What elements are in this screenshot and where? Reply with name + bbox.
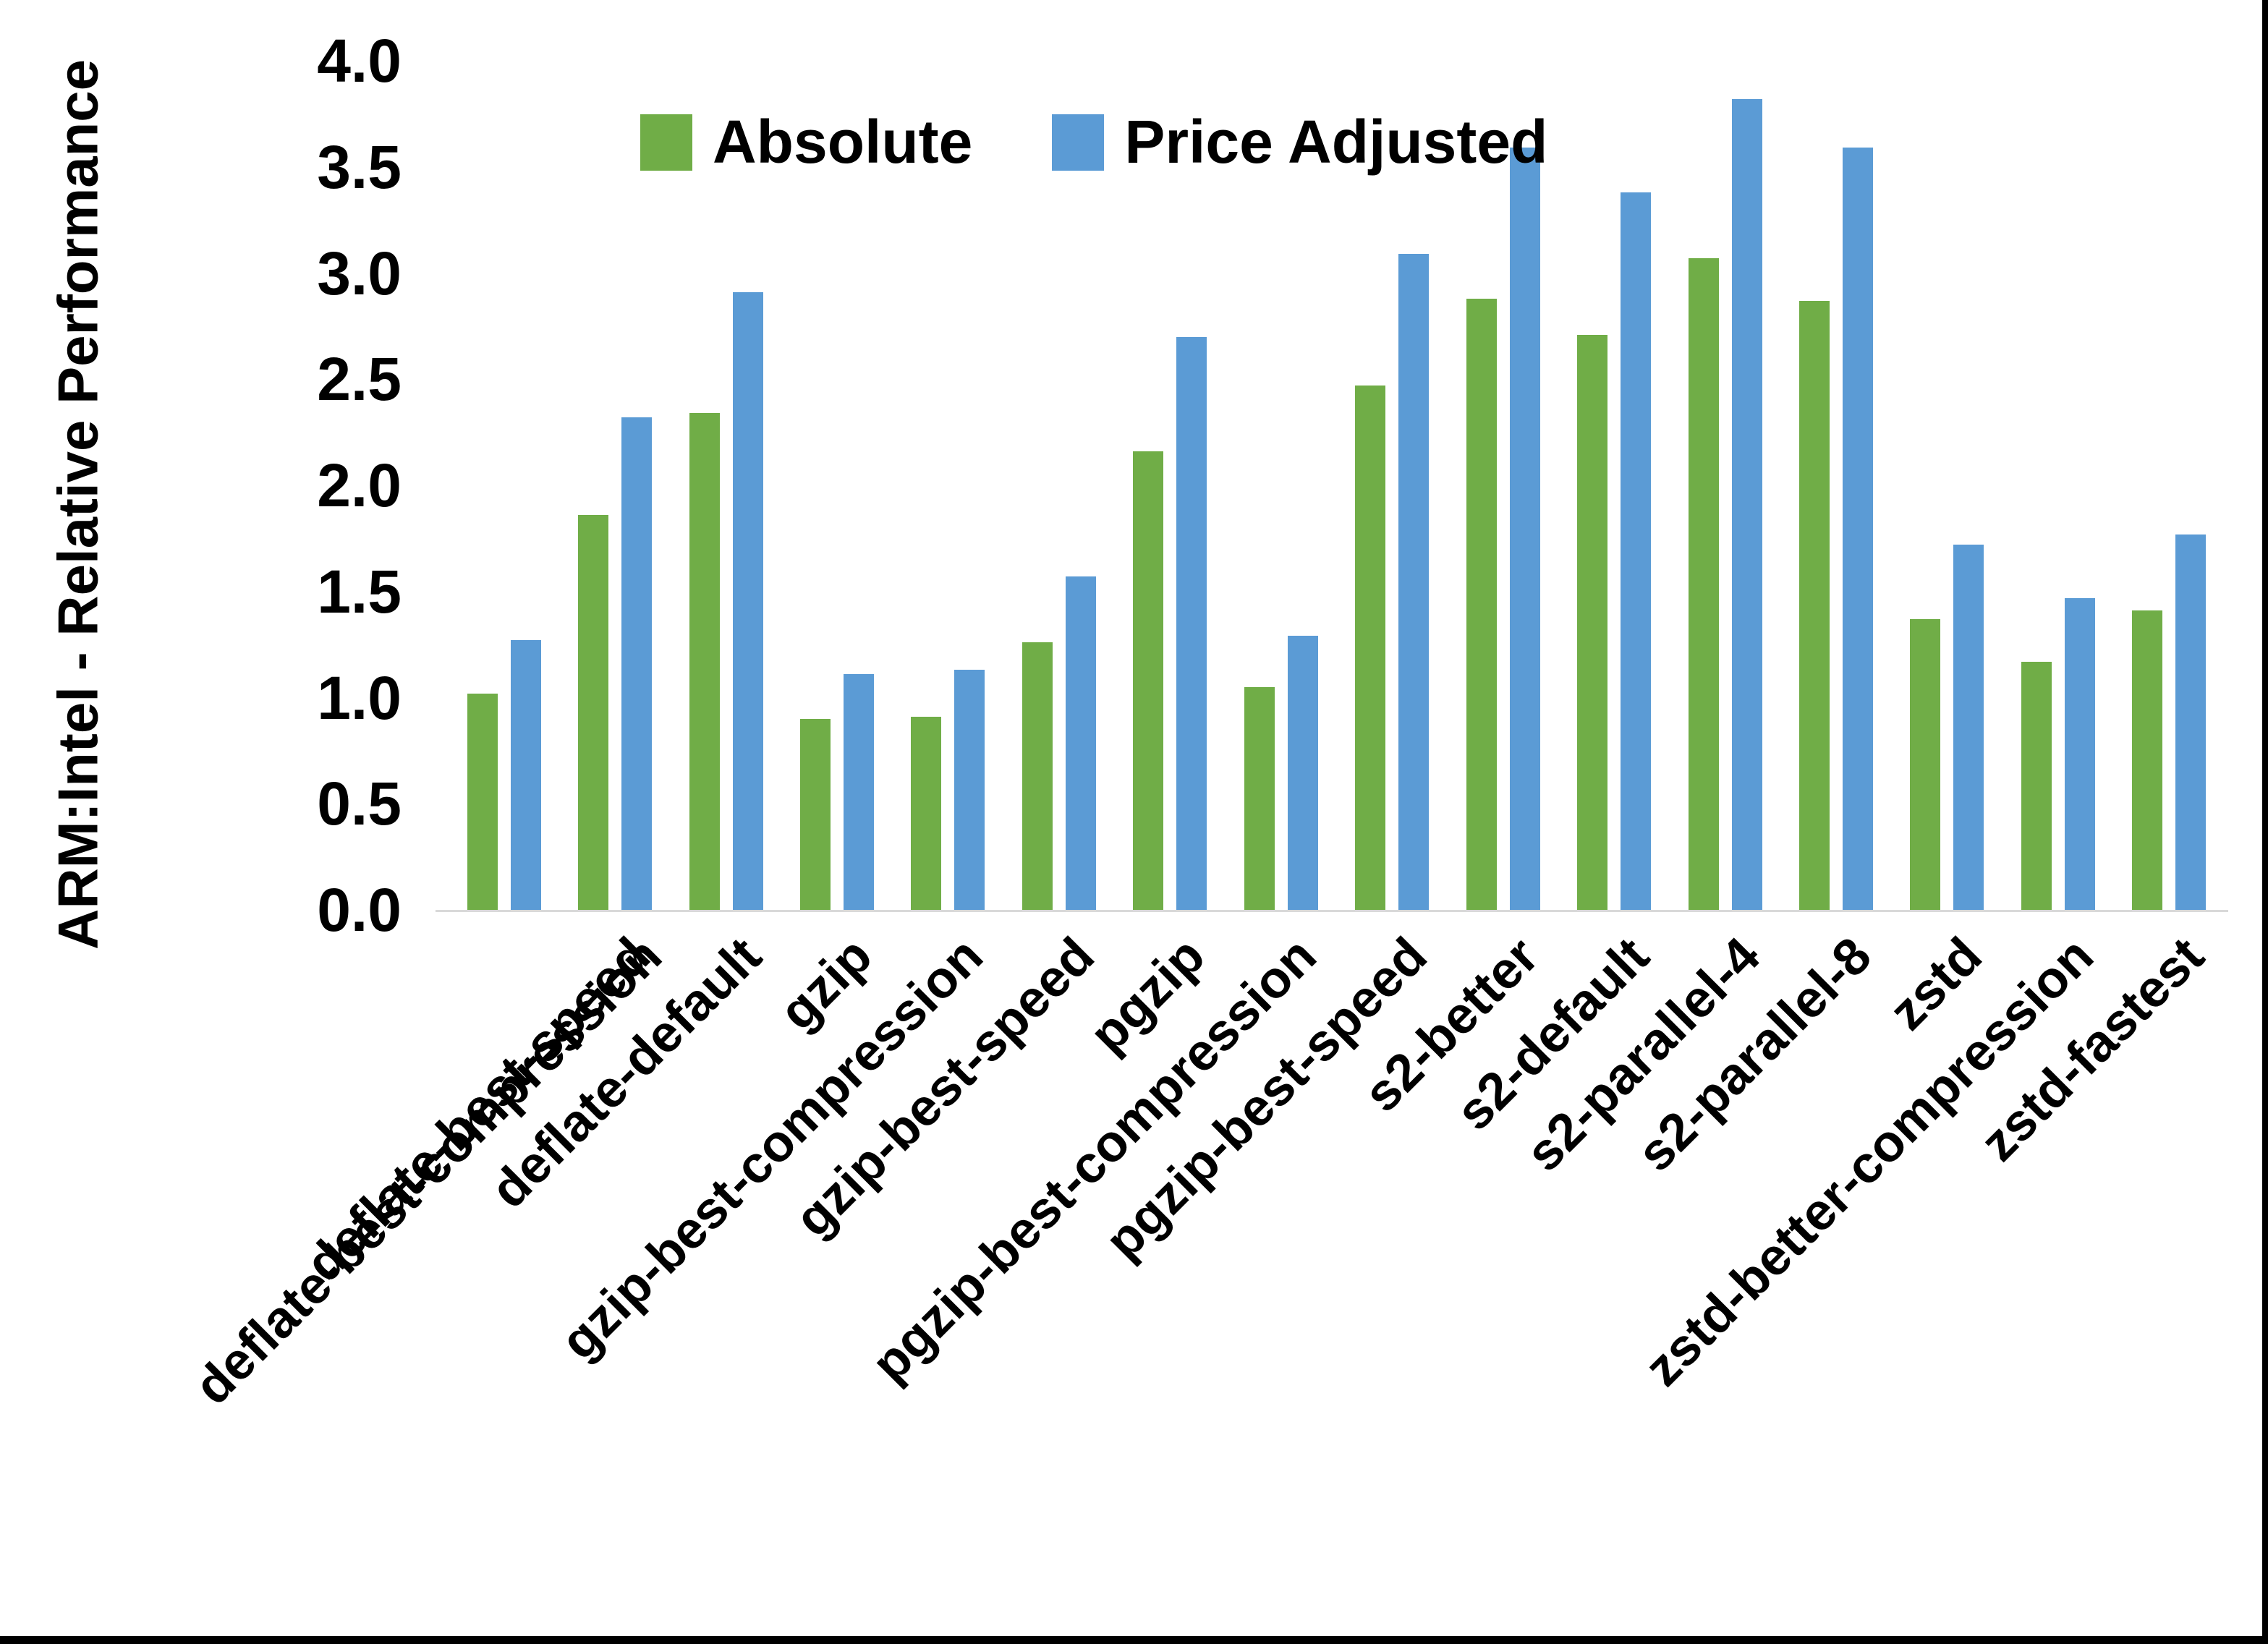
- y-tick-label: 2.0: [317, 451, 402, 519]
- bar-absolute: [1577, 334, 1608, 910]
- bar-price-adjusted: [1509, 148, 1540, 910]
- bar-price-adjusted: [844, 674, 875, 910]
- bar-absolute: [1466, 298, 1497, 910]
- bar-absolute: [2021, 661, 2052, 910]
- bar-price-adjusted: [2064, 597, 2095, 910]
- y-tick-label: 2.5: [317, 345, 402, 414]
- y-tick-label: 3.0: [317, 239, 402, 307]
- bar-absolute: [1355, 386, 1386, 910]
- bar-absolute: [1244, 686, 1275, 910]
- legend-label-absolute: Absolute: [713, 108, 973, 176]
- y-tick-label: 3.5: [317, 132, 402, 201]
- bar-price-adjusted: [1842, 148, 1873, 910]
- bar-price-adjusted: [621, 417, 653, 910]
- bar-price-adjusted: [510, 640, 541, 910]
- bar-absolute: [1688, 257, 1719, 910]
- bar-absolute: [2132, 610, 2163, 910]
- bar-absolute: [578, 515, 609, 910]
- legend: Absolute Price Adjusted: [640, 107, 1547, 177]
- bar-price-adjusted: [1398, 254, 1430, 910]
- y-tick-label: 0.5: [317, 770, 402, 838]
- y-tick-label: 4.0: [317, 27, 402, 95]
- bar-price-adjusted: [1287, 636, 1318, 910]
- bar-price-adjusted: [954, 670, 985, 910]
- legend-swatch-price-adjusted-icon: [1052, 114, 1105, 171]
- legend-swatch-absolute-icon: [640, 114, 692, 171]
- legend-item-price-adjusted: Price Adjusted: [1052, 107, 1547, 177]
- y-tick-label: 1.5: [317, 557, 402, 626]
- bar-price-adjusted: [1065, 576, 1096, 910]
- bar-absolute: [689, 413, 720, 910]
- bar-price-adjusted: [1176, 336, 1207, 910]
- x-tick-label: zstd-fastest: [0, 927, 2215, 1172]
- bar-absolute: [800, 718, 831, 910]
- y-tick-label: 1.0: [317, 663, 402, 732]
- bar-absolute: [1798, 300, 1830, 910]
- bar-absolute: [1133, 451, 1164, 910]
- bar-price-adjusted: [732, 291, 763, 910]
- bar-absolute: [1022, 642, 1053, 910]
- bar-price-adjusted: [2175, 534, 2207, 910]
- y-tick-label: 0.0: [317, 876, 402, 944]
- bar-absolute: [911, 716, 942, 910]
- legend-label-price-adjusted: Price Adjusted: [1124, 108, 1548, 176]
- bar-price-adjusted: [1953, 545, 1984, 910]
- bar-price-adjusted: [1731, 98, 1762, 910]
- legend-item-absolute: Absolute: [640, 107, 972, 177]
- x-axis-line: [436, 910, 2228, 912]
- bar-absolute: [467, 693, 498, 910]
- bar-price-adjusted: [1621, 192, 1652, 910]
- bar-absolute: [1910, 618, 1941, 910]
